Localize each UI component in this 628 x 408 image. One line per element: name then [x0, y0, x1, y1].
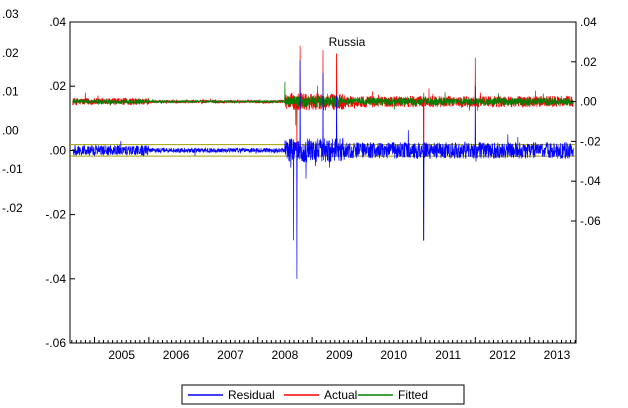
outer-left-tick-label: .03: [2, 7, 19, 21]
outer-left-tick-label: .00: [2, 123, 19, 137]
x-tick-label: 2008: [272, 348, 299, 362]
right-tick-label: .00: [580, 95, 597, 109]
right-axis: .04 .02 .00 -.02 -.04 -.06: [571, 15, 601, 228]
inner-left-tick-label: .00: [49, 143, 66, 157]
right-tick-label: .04: [580, 15, 597, 29]
x-tick-label: 2005: [108, 348, 135, 362]
legend-label-actual: Actual: [324, 388, 357, 402]
series-line-residual: [72, 60, 574, 279]
x-tick-label: 2012: [489, 348, 516, 362]
right-tick-label: -.04: [580, 174, 601, 188]
plot-frame: [69, 21, 577, 344]
x-axis: 2005 2006 2007 2008 2009 2010 2011 2012 2013: [71, 337, 576, 362]
inner-left-tick-label: .02: [49, 79, 66, 93]
outer-left-tick-label: -.01: [2, 162, 23, 176]
outer-left-tick-label: .01: [2, 85, 19, 99]
inner-left-tick-label: .04: [49, 15, 66, 29]
legend-box: [181, 384, 465, 405]
legend-label-residual: Residual: [228, 388, 275, 402]
plot-area: [69, 21, 577, 344]
chart-title: Russia: [329, 35, 366, 49]
x-tick-label: 2013: [544, 348, 571, 362]
x-tick-label: 2006: [163, 348, 190, 362]
legend-label-fitted: Fitted: [398, 388, 428, 402]
right-tick-label: -.06: [580, 214, 601, 228]
legend: Residual Actual Fitted: [181, 384, 465, 405]
x-tick-label: 2010: [380, 348, 407, 362]
x-tick-label: 2009: [326, 348, 353, 362]
outer-left-tick-label: .02: [2, 46, 19, 60]
inner-left-tick-label: -.06: [45, 336, 66, 350]
outer-left-tick-label: -.02: [2, 201, 23, 215]
outer-left-axis: .03 .02 .01 .00 -.01 -.02: [2, 7, 23, 215]
inner-left-axis: .04 .02 .00 -.02 -.04 -.06: [45, 15, 75, 350]
series-lines: [72, 45, 574, 279]
inner-left-tick-label: -.04: [45, 272, 66, 286]
right-tick-label: -.02: [580, 134, 601, 148]
x-tick-label: 2007: [217, 348, 244, 362]
x-tick-label: 2011: [435, 348, 461, 362]
right-tick-label: .02: [580, 55, 597, 69]
inner-left-tick-label: -.02: [45, 208, 66, 222]
